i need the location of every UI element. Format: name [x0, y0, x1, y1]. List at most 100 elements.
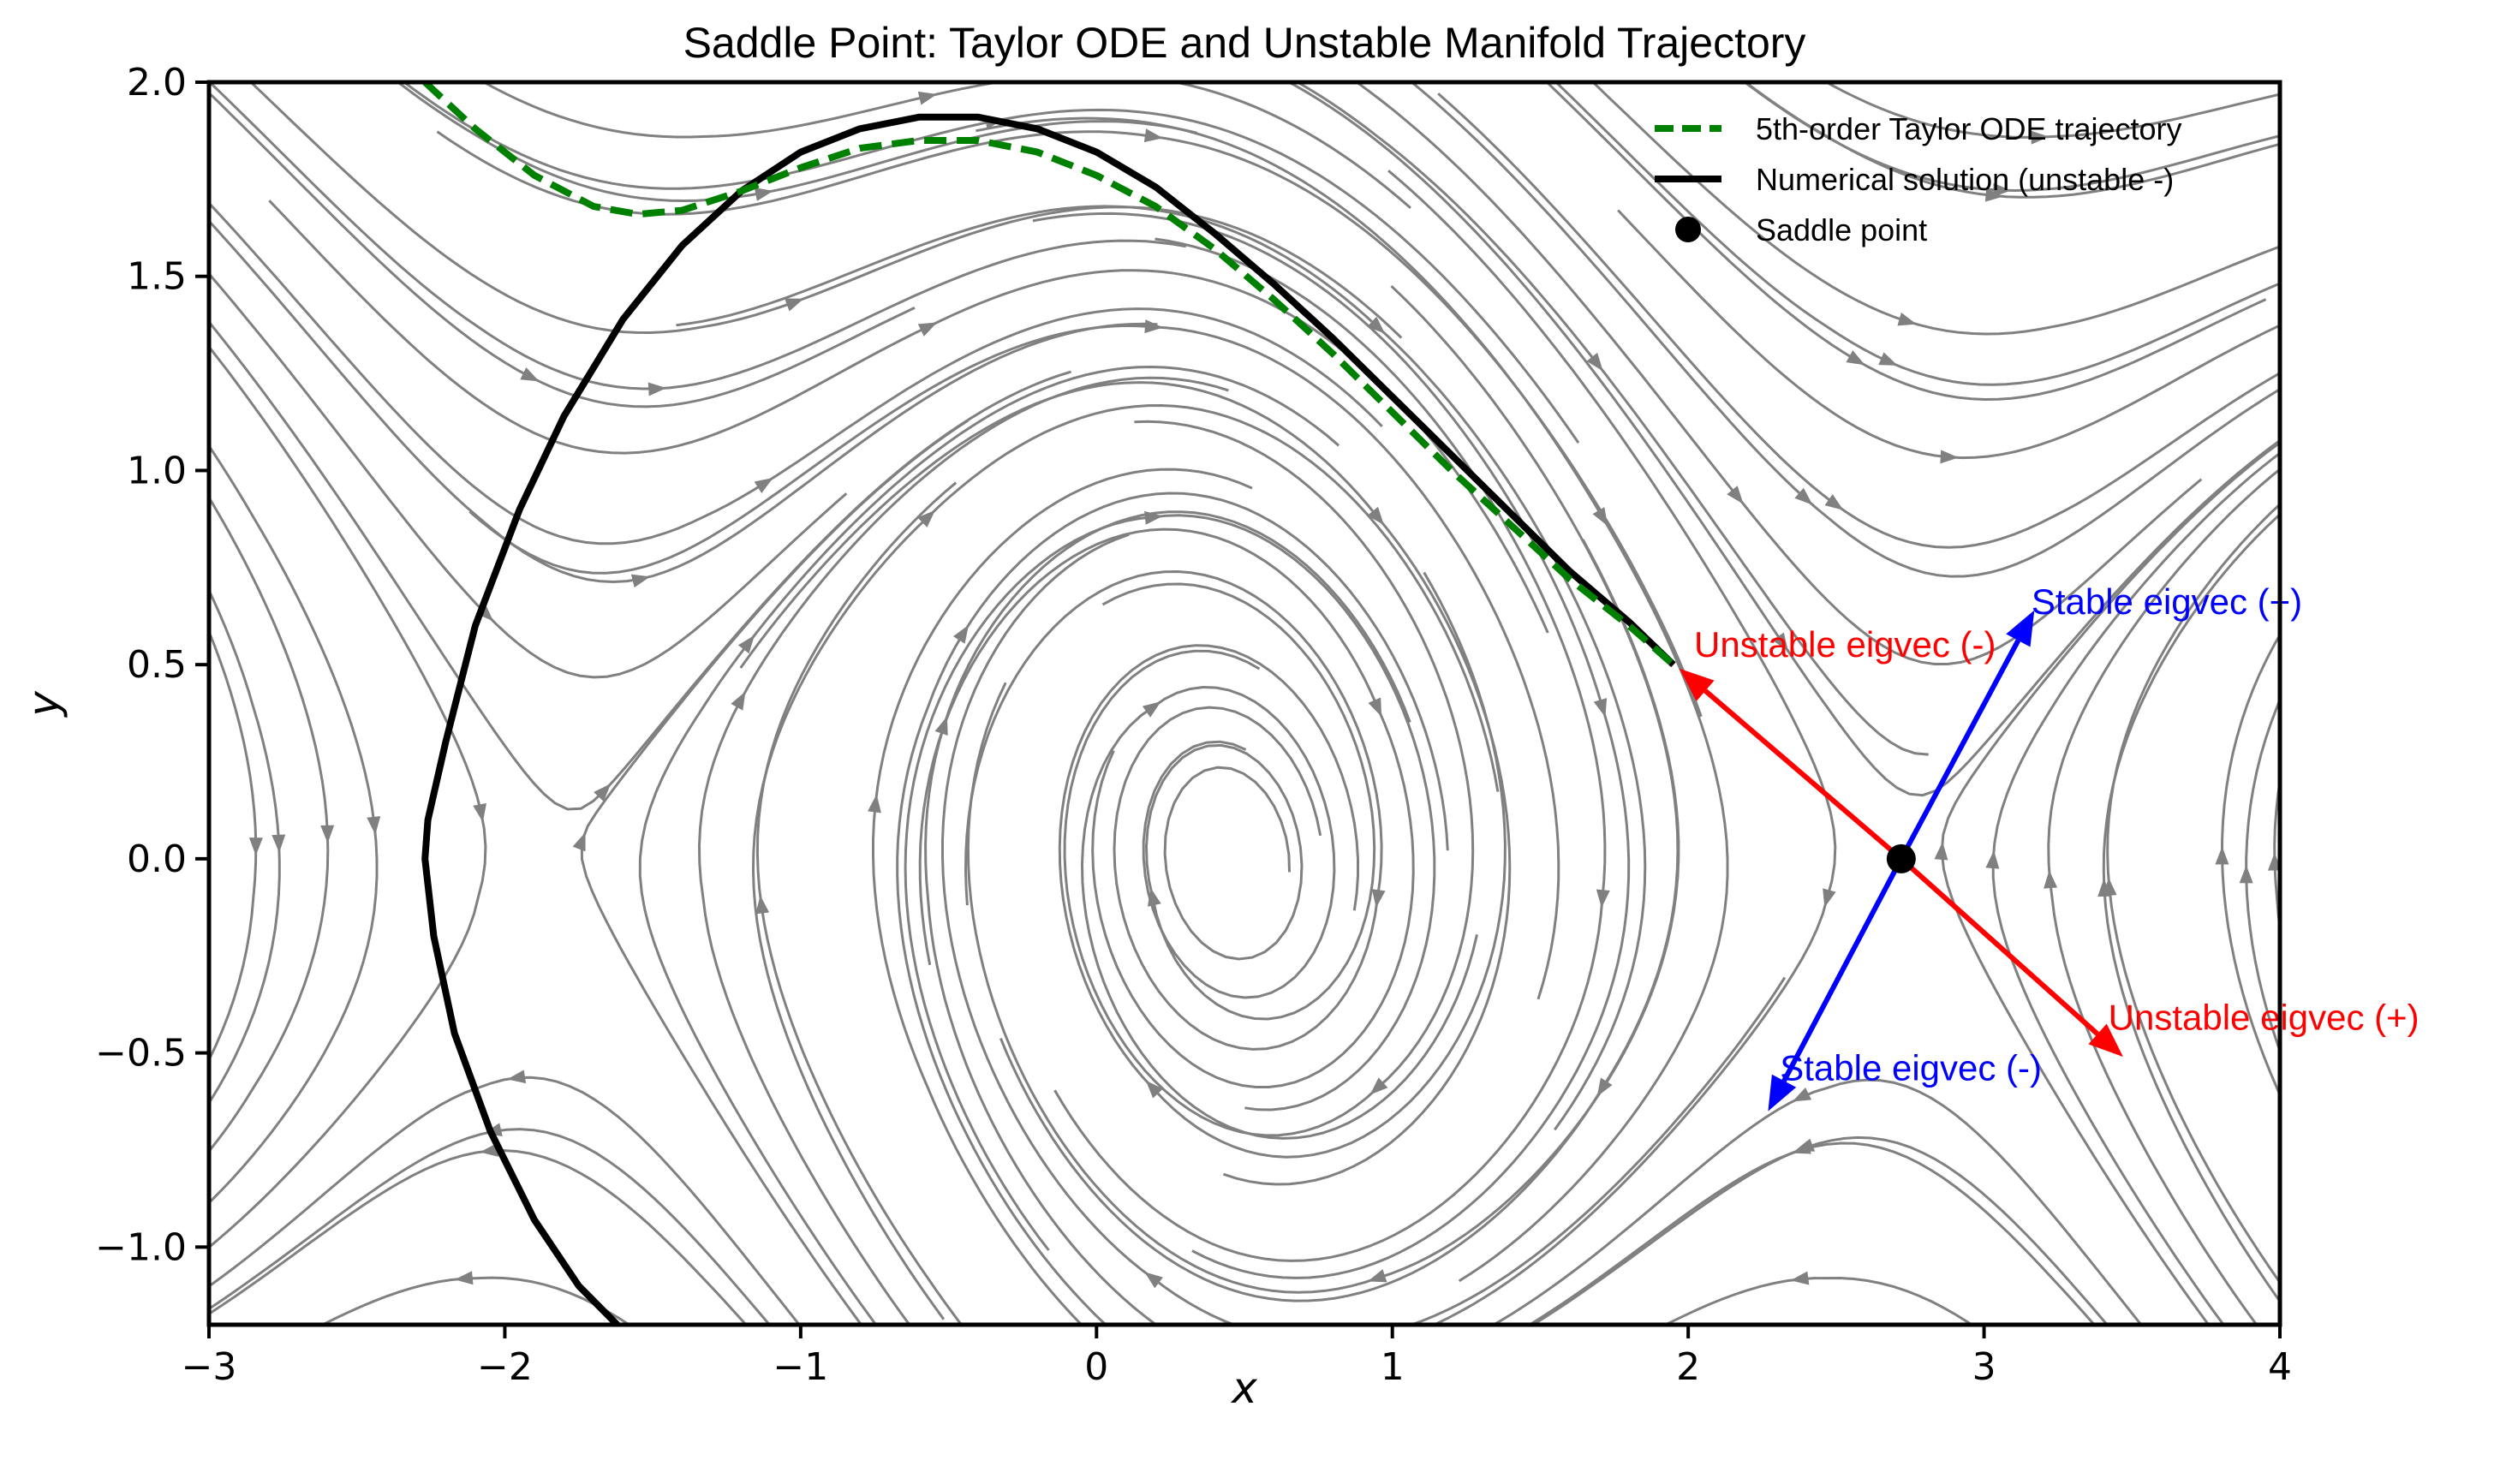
streamline	[209, 628, 258, 1063]
streamline-arrowhead	[647, 382, 667, 396]
streamline-arrowhead	[1586, 352, 1603, 372]
x-axis-label: x	[1230, 1363, 1257, 1413]
streamline-arrowhead	[2031, 130, 2050, 145]
streamline-arrowhead	[1368, 1269, 1387, 1283]
streamline-arrowhead	[2239, 865, 2253, 884]
eigvec-arrow-head	[2006, 610, 2035, 647]
streamline-arrowhead	[2044, 870, 2058, 889]
streamline	[755, 481, 964, 1325]
streamline-arrowhead	[1596, 889, 1610, 909]
streamline-arrowhead	[1940, 450, 1959, 464]
streamline-arrowhead	[1790, 1271, 1810, 1285]
streamline-arrowhead	[572, 831, 586, 852]
numerical-solution-line	[421, 113, 1676, 1325]
eigvec-arrow-head	[1679, 668, 1715, 701]
x-tick-label: −2	[477, 1345, 533, 1389]
streamline	[209, 495, 330, 1153]
streamline-arrowhead	[1993, 182, 2012, 197]
y-tick-label: 0.5	[127, 643, 187, 687]
streamline-arrowhead	[917, 91, 938, 105]
streamline	[1354, 82, 2203, 665]
streamline-arrowhead	[1846, 350, 1865, 366]
eigenvector-arrows	[1679, 610, 2123, 1112]
streamline-arrowhead	[1897, 312, 1917, 326]
streamline-arrowhead	[320, 825, 335, 843]
y-tick-label: −1.0	[95, 1225, 187, 1269]
streamline-arrowhead	[520, 367, 540, 382]
streamline-arrowhead	[480, 1142, 499, 1157]
saddle-point-marker	[1886, 843, 1916, 873]
eigvec-label: Unstable eigvec (-)	[1694, 624, 1996, 665]
streamline-arrowhead	[737, 635, 755, 654]
streamline-arrowhead	[475, 604, 494, 622]
x-tick-label: −1	[773, 1345, 828, 1389]
legend-marker-saddle	[1675, 217, 1701, 242]
streamline-arrowhead	[754, 477, 773, 493]
streamline-arrowhead	[248, 837, 263, 856]
streamline-arrowhead	[1772, 632, 1788, 652]
series-layer	[421, 82, 1676, 1325]
eigvec-arrow-head	[1768, 1074, 1797, 1112]
annotation-labels: Unstable eigvec (-) Unstable eigvec (+) St…	[1694, 581, 2419, 1088]
taylor-trajectory-line	[422, 82, 1676, 668]
plot-area	[209, 82, 2280, 1325]
y-axis-label: y	[19, 690, 69, 718]
streamline-arrowhead	[1144, 510, 1163, 525]
streamline-arrowhead	[1792, 1141, 1811, 1154]
streamline-arrowhead	[1371, 889, 1386, 909]
streamline-arrowhead	[594, 784, 612, 802]
x-tick-label: 0	[1084, 1345, 1108, 1389]
x-tick-label: 3	[1972, 1345, 1996, 1389]
x-axis-ticks: −3 −2 −1 0 1 2 3 4	[182, 1325, 2292, 1389]
streamline-arrowhead	[1596, 1077, 1613, 1097]
streamline-arrowhead	[731, 691, 746, 711]
y-tick-label: 0.0	[127, 837, 187, 881]
streamline-arrowhead	[917, 510, 936, 527]
streamline	[2102, 512, 2280, 1304]
streamline-arrowhead	[1144, 1272, 1163, 1289]
eigvec-arrow-shaft	[1899, 856, 2100, 1036]
x-tick-label: 4	[2268, 1345, 2292, 1389]
y-tick-label: 2.0	[127, 61, 187, 104]
streamline-arrowhead	[1145, 1080, 1163, 1099]
streamplot-field	[209, 82, 2280, 1325]
streamline-arrowhead	[1593, 698, 1608, 718]
x-tick-label: 2	[1676, 1345, 1700, 1389]
legend-label-saddle: Saddle point	[1756, 212, 1927, 247]
eigvec-arrow-shaft	[1781, 857, 1904, 1082]
streamline-arrowhead	[507, 1070, 527, 1084]
x-tick-label: 1	[1381, 1345, 1405, 1389]
streamline-arrowhead	[917, 322, 938, 337]
y-tick-label: −0.5	[95, 1032, 187, 1076]
eigvec-label: Stable eigvec (+)	[2032, 581, 2302, 622]
streamline-arrowhead	[630, 574, 651, 588]
streamline-arrowhead	[271, 834, 286, 853]
legend: 5th-order Taylor ODE trajectory Numerica…	[1655, 111, 2182, 247]
streamline-arrowhead	[1369, 1077, 1388, 1095]
eigvec-label: Stable eigvec (-)	[1780, 1047, 2042, 1088]
legend-label-taylor: 5th-order Taylor ODE trajectory	[1756, 111, 2182, 146]
streamline-arrowhead	[1592, 507, 1608, 527]
streamline-arrowhead	[1144, 319, 1163, 334]
streamline-arrowhead	[2097, 878, 2112, 897]
streamline	[2220, 632, 2280, 1099]
points-layer	[1886, 843, 1916, 873]
streamline-arrowhead	[454, 1271, 474, 1285]
plot-frame	[206, 80, 2282, 1327]
streamline-arrowhead	[1367, 506, 1384, 526]
streamline-arrowhead	[1727, 486, 1744, 504]
eigvec-arrow-shaft	[1703, 688, 1903, 861]
streamline-arrowhead	[868, 794, 881, 814]
streamline-arrowhead	[367, 816, 381, 835]
streamline-arrowhead	[1934, 841, 1948, 861]
eigvec-arrow-head	[2088, 1023, 2123, 1058]
streamline-arrowhead	[1985, 850, 2000, 869]
eigvec-arrow-shaft	[1899, 639, 2021, 861]
streamline-arrowhead	[1368, 697, 1382, 718]
streamline-arrowhead	[953, 624, 970, 644]
streamline-arrowhead	[1794, 487, 1813, 505]
y-tick-label: 1.5	[127, 255, 187, 299]
streamline-arrowhead	[754, 188, 773, 201]
streamline-arrowhead	[2215, 846, 2229, 865]
